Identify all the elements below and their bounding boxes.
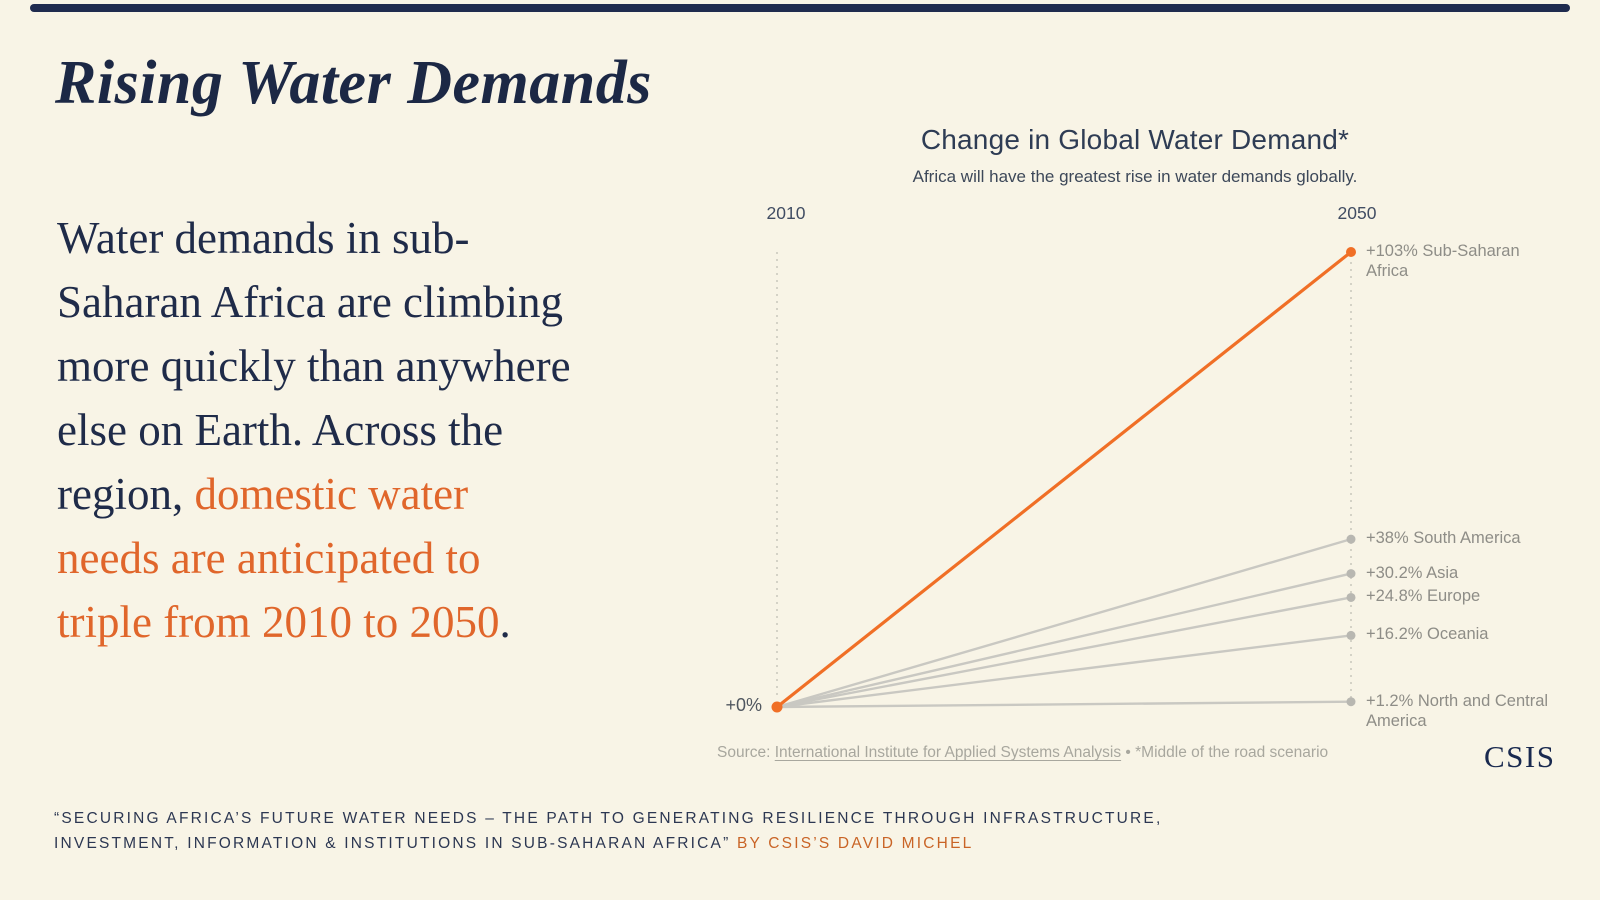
footer-byline: BY CSIS’S DAVID MICHEL [736, 835, 974, 852]
source-line: Source: International Institute for Appl… [717, 744, 1328, 762]
intro-highlight: domestic water needs are anticipated to … [57, 469, 500, 647]
chart-subtitle: Africa will have the greatest rise in wa… [912, 167, 1358, 186]
slope-line-asia [776, 572, 1352, 709]
slope-line-europe [776, 596, 1352, 709]
footer-quote-line2: INVESTMENT, INFORMATION & INSTITUTIONS I… [54, 831, 1254, 856]
origin-dot [771, 701, 783, 713]
x-axis-label-2010: 2010 [766, 203, 806, 223]
chart-title: Change in Global Water Demand* [920, 124, 1350, 155]
endpoint-dot-south-america [1346, 534, 1356, 544]
endpoint-dot-north-and-central-america [1346, 697, 1356, 707]
slope-line-sub-saharan-africa [776, 250, 1352, 709]
endpoint-dot-europe [1346, 592, 1356, 602]
intro-paragraph: Water demands in sub- Saharan Africa are… [57, 206, 757, 654]
top-accent-bar [30, 4, 1570, 12]
intro-tail: . [499, 597, 511, 647]
baseline-label: +0% [725, 695, 762, 715]
source-prefix: Source: [717, 744, 775, 761]
footer-quote-line1: “SECURING AFRICA’S FUTURE WATER NEEDS – … [54, 810, 1163, 827]
x-axis-label-2050: 2050 [1337, 203, 1377, 223]
endpoint-dot-asia [1346, 569, 1356, 579]
chart-header: Change in Global Water Demand* Africa wi… [755, 124, 1515, 187]
endpoint-dot-oceania [1346, 630, 1356, 640]
slope-line-south-america [776, 537, 1352, 709]
slope-line-north-and-central-america [776, 700, 1352, 709]
csis-logo: CSIS [1484, 739, 1556, 774]
page-title: Rising Water Demands [55, 49, 652, 117]
intro-lead: Water demands in sub- Saharan Africa are… [57, 213, 571, 519]
source-suffix: • *Middle of the road scenario [1121, 744, 1329, 761]
footer-quote-line2-text: INVESTMENT, INFORMATION & INSTITUTIONS I… [54, 835, 737, 852]
source-link[interactable]: International Institute for Applied Syst… [774, 744, 1122, 761]
footer-caption: “SECURING AFRICA’S FUTURE WATER NEEDS – … [54, 806, 1254, 856]
endpoint-dot-sub-saharan-africa [1346, 247, 1356, 257]
slope-line-oceania [776, 634, 1352, 709]
